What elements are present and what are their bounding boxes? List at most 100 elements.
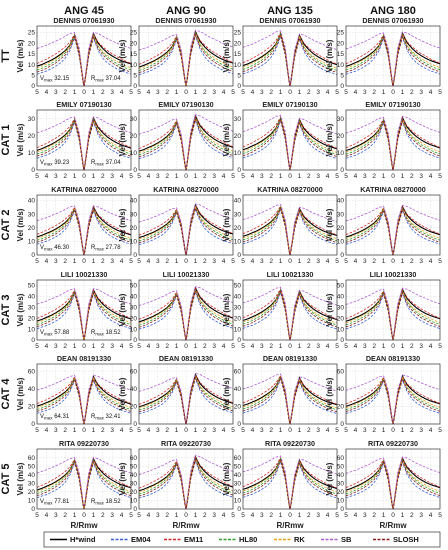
x-tick-label: 5 bbox=[344, 173, 348, 180]
x-tick-label: 3 bbox=[260, 89, 264, 96]
x-tick-label: 4 bbox=[429, 427, 433, 434]
x-tick-label: 2 bbox=[101, 258, 105, 265]
series-line-em11 bbox=[138, 204, 234, 256]
panel-frame bbox=[242, 194, 338, 256]
series-line-em04 bbox=[138, 459, 234, 510]
panel-title: LILI 10021330 bbox=[61, 270, 108, 279]
x-tick-label: 3 bbox=[110, 89, 114, 96]
x-tick-label: 2 bbox=[63, 258, 67, 265]
legend-label: SB bbox=[341, 535, 352, 544]
x-tick-label: 3 bbox=[260, 343, 264, 350]
x-tick-label: 1 bbox=[401, 258, 405, 265]
panel-title: RITA 09220730 bbox=[368, 439, 418, 448]
x-tick-label: 5 bbox=[137, 343, 141, 350]
y-axis-label: Vel (m/s) bbox=[222, 123, 231, 156]
x-tick-label: 5 bbox=[129, 427, 133, 434]
y-tick-label: 5 bbox=[340, 72, 344, 79]
x-tick-label: 0 bbox=[288, 258, 292, 265]
panel-frame bbox=[138, 194, 234, 256]
y-tick-label: 20 bbox=[130, 489, 138, 496]
legend-label: HL80 bbox=[239, 535, 257, 544]
y-axis-label: Vel (m/s) bbox=[325, 39, 334, 72]
x-tick-label: 1 bbox=[279, 173, 283, 180]
y-axis-label: Vel (m/s) bbox=[222, 293, 231, 326]
x-tick-label: 4 bbox=[222, 258, 226, 265]
panel-title: DEAN 08191330 bbox=[159, 354, 213, 363]
y-tick-label: 25 bbox=[337, 30, 345, 37]
y-tick-label: 0 bbox=[133, 83, 137, 90]
x-tick-label: 2 bbox=[372, 343, 376, 350]
row-headers: TT CAT 1 CAT 2 CAT 3 CAT 4 CAT 5 bbox=[0, 49, 12, 494]
panel-frame bbox=[36, 448, 132, 510]
x-tick-label: 2 bbox=[269, 173, 273, 180]
x-tick-label: 2 bbox=[203, 343, 207, 350]
x-tick-label: 0 bbox=[288, 89, 292, 96]
x-tick-label: 4 bbox=[222, 343, 226, 350]
panel-title: LILI 10021330 bbox=[267, 270, 314, 279]
x-tick-label: 2 bbox=[203, 258, 207, 265]
x-tick-label: 1 bbox=[382, 512, 386, 519]
x-tick-label: 1 bbox=[298, 427, 302, 434]
x-tick-label: 1 bbox=[92, 173, 96, 180]
x-tick-label: 5 bbox=[35, 258, 39, 265]
y-tick-label: 30 bbox=[28, 480, 36, 487]
y-tick-label: 5 bbox=[237, 72, 241, 79]
x-tick-label: 1 bbox=[298, 173, 302, 180]
x-tick-label: 2 bbox=[372, 258, 376, 265]
y-axis-label: Vel (m/s) bbox=[325, 462, 334, 495]
y-axis-label: Vel (m/s) bbox=[325, 377, 334, 410]
x-tick-label: 0 bbox=[82, 89, 86, 96]
vmax-annotation: Vmax 39.23 bbox=[40, 160, 70, 167]
y-tick-label: 0 bbox=[31, 83, 35, 90]
x-tick-label: 0 bbox=[82, 427, 86, 434]
panel-title: EMILY 07190130 bbox=[56, 100, 111, 109]
y-tick-label: 5 bbox=[31, 72, 35, 79]
series-line-em11 bbox=[36, 206, 132, 256]
x-tick-label: 4 bbox=[429, 89, 433, 96]
panel-frame bbox=[36, 194, 132, 256]
series-line-slosh bbox=[345, 34, 441, 87]
series-line-hwind bbox=[138, 373, 234, 425]
series-line-em11 bbox=[138, 30, 234, 87]
x-tick-label: 5 bbox=[241, 173, 245, 180]
x-tick-label: 4 bbox=[326, 89, 330, 96]
y-tick-label: 10 bbox=[28, 62, 36, 69]
y-tick-label: 20 bbox=[130, 133, 138, 140]
x-tick-label: 5 bbox=[137, 427, 141, 434]
x-tick-label: 5 bbox=[335, 343, 339, 350]
panel-frame bbox=[242, 448, 338, 510]
x-tick-label: 2 bbox=[165, 512, 169, 519]
y-tick-label: 20 bbox=[337, 225, 345, 232]
x-tick-label: 2 bbox=[203, 89, 207, 96]
panel-title: DEAN 08191330 bbox=[57, 354, 111, 363]
y-tick-label: 10 bbox=[234, 498, 242, 505]
panel-title: RITA 09220730 bbox=[161, 439, 211, 448]
x-tick-label: 1 bbox=[298, 343, 302, 350]
y-tick-label: 15 bbox=[130, 51, 138, 58]
x-tick-label: 2 bbox=[372, 512, 376, 519]
x-tick-label: 5 bbox=[137, 173, 141, 180]
series-line-slosh bbox=[138, 206, 234, 256]
series-line-em04 bbox=[345, 378, 441, 425]
x-tick-label: 2 bbox=[307, 173, 311, 180]
x-tick-label: 5 bbox=[231, 89, 235, 96]
y-tick-label: 10 bbox=[337, 150, 345, 157]
x-tick-label: 5 bbox=[231, 512, 235, 519]
y-tick-label: 40 bbox=[130, 472, 138, 479]
panel-frame bbox=[138, 25, 234, 87]
y-tick-label: 5 bbox=[133, 72, 137, 79]
y-axis-label: Vel (m/s) bbox=[118, 462, 127, 495]
x-tick-label: 5 bbox=[137, 258, 141, 265]
column-header: ANG 180 bbox=[370, 5, 416, 17]
y-axis-label: Vel (m/s) bbox=[16, 377, 25, 410]
panel-frame bbox=[36, 363, 132, 425]
x-tick-label: 3 bbox=[110, 427, 114, 434]
x-tick-label: 2 bbox=[101, 427, 105, 434]
x-tick-label: 4 bbox=[147, 173, 151, 180]
y-tick-label: 50 bbox=[234, 283, 242, 290]
y-tick-label: 10 bbox=[130, 150, 138, 157]
